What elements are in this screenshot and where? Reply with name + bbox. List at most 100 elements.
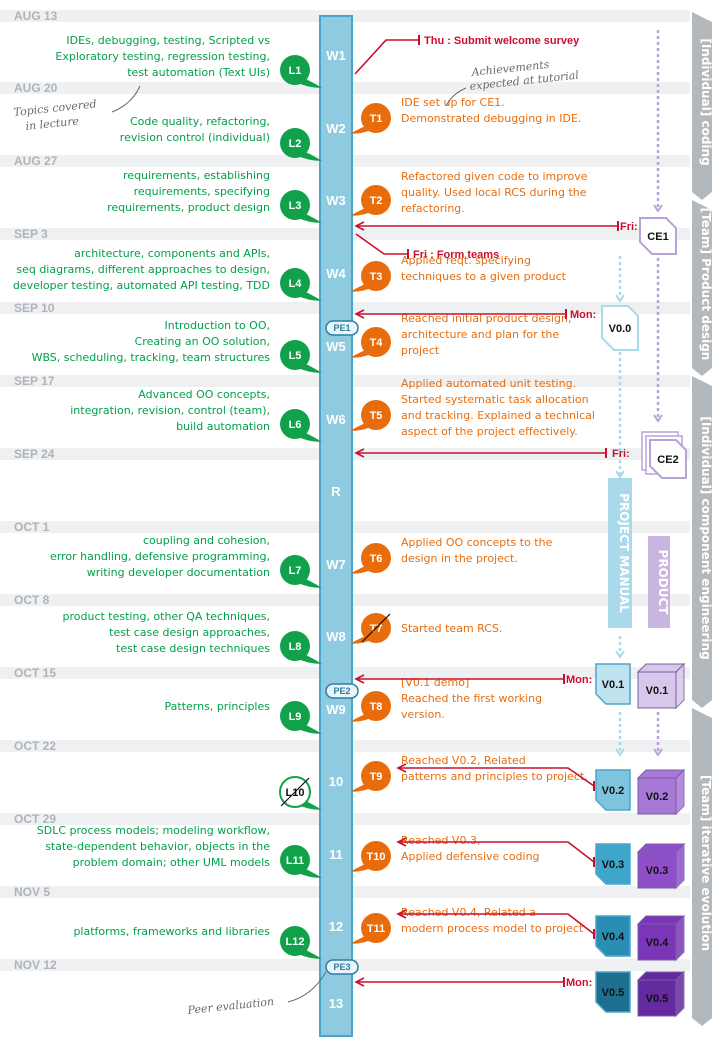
tutorial-achievement-line: Started systematic task allocation: [401, 393, 589, 406]
tutorial-achievements: T1 IDE set up for CE1. Demonstrated debugg…: [350, 96, 595, 944]
lecture-id: L2: [289, 138, 302, 150]
tutorial-achievement-line: Started team RCS.: [401, 622, 502, 635]
lecture-id: L9: [289, 711, 302, 723]
lecture-note-line: Topics covered: [13, 97, 97, 119]
arrow-head-icon: [396, 837, 407, 847]
tutorial-id: T3: [370, 271, 383, 283]
peer-eval-label: PE2: [333, 686, 350, 696]
manual-version-label: V0.4: [602, 931, 626, 943]
lecture-badge-icon: [280, 268, 310, 298]
lecture-topic-line: state-dependent behavior, objects in the: [45, 840, 270, 853]
note-pointer: [287, 971, 327, 1003]
lecture-id: L12: [286, 936, 305, 948]
product-cube-front: [637, 979, 677, 1017]
arrow-head-icon: [615, 650, 625, 659]
phase-bar: [Individual] coding [Team] Product design…: [692, 12, 713, 1026]
ce2-deadline-label: Fri:: [612, 448, 630, 460]
product-cube-front: [637, 671, 677, 709]
product-version-label: V0.5: [646, 993, 669, 1005]
tutorial-achievement-line: Reached V0.4, Related a: [401, 906, 536, 919]
week-label: W8: [326, 629, 346, 644]
lecture-topic-line: Creating an OO solution,: [135, 335, 270, 348]
arrow-head-icon: [615, 748, 625, 757]
product-cube-front: [637, 923, 677, 961]
tutorial-achievement-line: Applied defensive coding: [401, 850, 540, 863]
lecture-topic-line: coupling and cohesion,: [143, 534, 270, 547]
week-label: W7: [326, 557, 346, 572]
manual-track-bar: [608, 478, 632, 628]
lecture-id: L4: [289, 278, 303, 290]
manual-version-doc: [595, 843, 631, 885]
lecture-topic-line: requirements, product design: [107, 201, 270, 214]
tutorial-achievement-line: Reached V0.3,: [401, 834, 480, 847]
week-label: W3: [326, 193, 346, 208]
teams-event-label: Fri : Form teams: [413, 249, 499, 261]
lecture-id: L11: [286, 855, 304, 867]
peer-eval-label: PE3: [333, 962, 350, 972]
tutorial-achievement-line: techniques to a given product: [401, 270, 567, 283]
lecture-topic-line: Introduction to OO,: [165, 319, 270, 332]
date-label: OCT 29: [14, 812, 56, 826]
date-label: OCT 22: [14, 739, 56, 753]
arrow-head-icon: [653, 414, 663, 423]
manual-version-doc: [595, 915, 631, 957]
tutorial-achievement-line: Reached V0.2, Related: [401, 754, 526, 767]
lecture-topic-line: seq diagrams, different approaches to de…: [16, 263, 270, 276]
tutorial-achievement-line: aspect of the project effectively.: [401, 425, 578, 438]
tutorial-badge-icon: [361, 103, 391, 133]
tutorial-achievement-line: Applied reqt. specifying: [401, 254, 531, 267]
tutorial-id: T10: [367, 851, 386, 863]
product-cube-side: [675, 970, 685, 1018]
lecture-badge-icon: [280, 340, 310, 370]
v05-deadline-label: Mon:: [566, 977, 592, 989]
arrow-head-icon: [615, 470, 625, 479]
lecture-id: L10: [286, 787, 305, 799]
lecture-topic-line: build automation: [176, 420, 270, 433]
lecture-topic-line: platforms, frameworks and libraries: [73, 925, 270, 938]
lecture-badge-icon: [280, 926, 310, 956]
lecture-topic-line: Code quality, refactoring,: [130, 115, 270, 128]
lecture-id: L6: [289, 419, 302, 431]
lecture-topic-line: test automation (Text UIs): [127, 66, 270, 79]
arrow-head-icon: [396, 763, 407, 773]
manual-version-label: V0.2: [602, 785, 625, 797]
strike-line: [361, 613, 391, 643]
manual-version-doc: [595, 663, 631, 705]
lecture-topic-line: requirements, establishing: [123, 169, 270, 182]
week-label: 11: [329, 847, 343, 862]
phase-segment: [692, 376, 712, 708]
product-cube-front: [637, 777, 677, 815]
date-label: OCT 8: [14, 593, 50, 607]
phase-label: [Team] iterative evolution: [699, 775, 713, 951]
tutorial-achievement-line: Refactored given code to improve: [401, 170, 588, 183]
manual-version-label: V0.1: [602, 679, 625, 691]
tutorial-achievement-line: Reached initial product design,: [401, 312, 571, 325]
week-label: W9: [326, 702, 346, 717]
product-version-label: V0.1: [646, 685, 669, 697]
phase-segment: [692, 12, 712, 200]
peer-eval-pill: [325, 683, 359, 699]
ce1-doc-label: CE1: [647, 231, 668, 243]
date-label: AUG 27: [14, 154, 58, 168]
lecture-topic-line: error handling, defensive programming,: [50, 550, 270, 563]
tutorial-achievement-line: [V0.1 demo]: [401, 676, 469, 689]
week-label: 13: [329, 996, 343, 1011]
strike-line: [280, 777, 310, 807]
tutorial-badge-icon: [361, 261, 391, 291]
phase-label: [Individual] component engineering: [699, 416, 713, 659]
ce1-deadline-label: Fri:: [620, 221, 638, 233]
lecture-topic-line: test case design approaches,: [109, 626, 270, 639]
product-version-label: V0.3: [646, 865, 669, 877]
arrow-head-icon: [354, 977, 365, 987]
phase-label: [Individual] coding: [699, 38, 713, 165]
tutorial-id: T4: [370, 337, 384, 349]
lecture-topic-line: test case design techniques: [116, 642, 270, 655]
lecture-topic-line: Patterns, principles: [165, 700, 271, 713]
week-label: 10: [329, 774, 343, 789]
tutorial-badge-icon: [361, 913, 391, 943]
lecture-id: L8: [289, 641, 302, 653]
tutorial-badge-icon: [361, 327, 391, 357]
tutorial-achievement-line: design in the project.: [401, 552, 518, 565]
product-cube-side: [675, 842, 685, 890]
